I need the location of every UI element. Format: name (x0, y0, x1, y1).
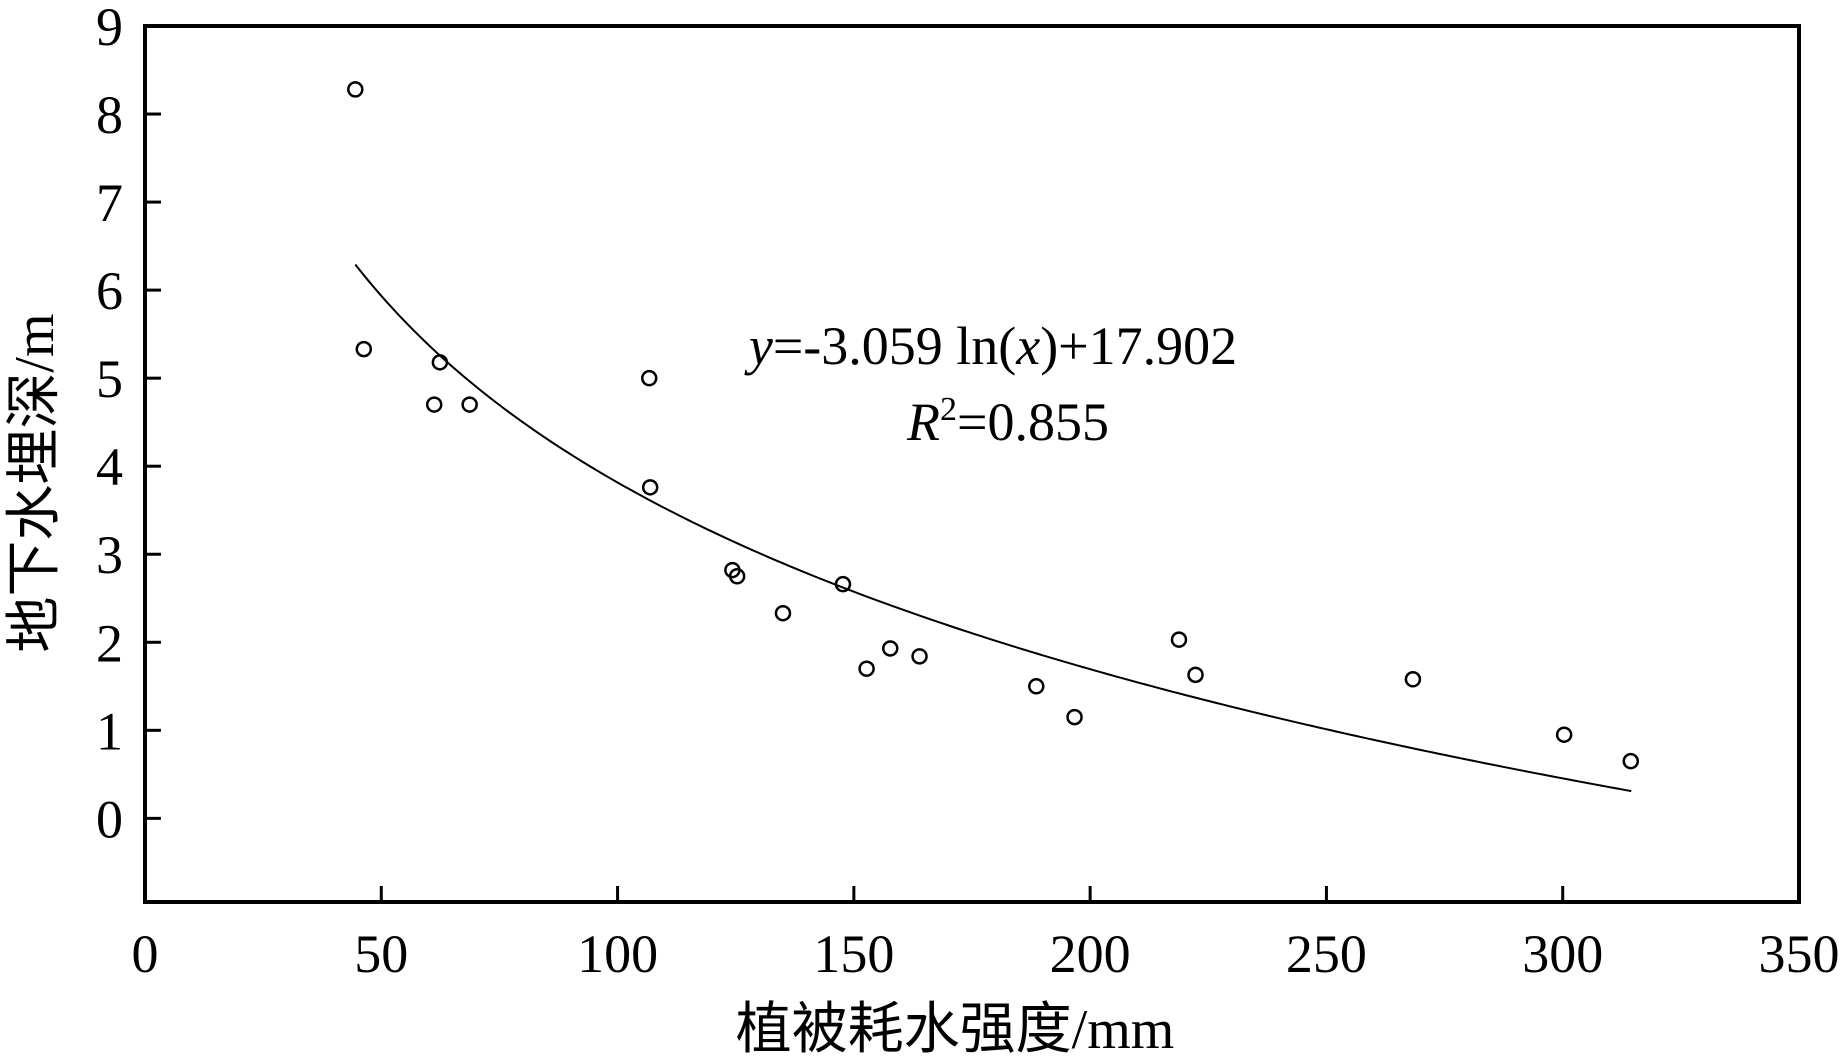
y-tick-label: 4 (96, 437, 123, 497)
x-tick-label: 350 (1759, 924, 1840, 984)
data-point (911, 648, 928, 665)
fit-curve (354, 263, 1632, 793)
data-point (881, 640, 899, 657)
data-point (640, 369, 658, 387)
x-tick-label: 100 (577, 924, 658, 984)
y-axis-title: 地下水埋深/m (4, 313, 66, 652)
x-tick-label: 0 (132, 924, 159, 984)
r-squared: R2=0.855 (906, 391, 1109, 452)
y-tick-label: 8 (96, 85, 123, 145)
data-point (834, 575, 852, 593)
x-tick-label: 250 (1286, 924, 1367, 984)
y-tick-label: 6 (96, 261, 123, 321)
data-point (355, 340, 373, 358)
data-point (1622, 752, 1640, 770)
data-point (774, 604, 792, 622)
data-point (425, 396, 443, 413)
data-points (347, 81, 1640, 770)
data-point (461, 396, 478, 413)
y-tick-label: 0 (96, 789, 123, 849)
data-point (347, 81, 364, 98)
data-point (431, 354, 449, 371)
data-point (1170, 631, 1188, 648)
data-point (641, 479, 659, 496)
plot-frame (143, 24, 1801, 904)
x-tick-label: 200 (1050, 924, 1131, 984)
x-axis-ticks: 0 50 100 150 200 250 300 350 (132, 886, 1840, 984)
data-point (1187, 666, 1204, 684)
data-point (1555, 726, 1573, 743)
data-point (1028, 678, 1045, 695)
y-tick-label: 2 (96, 613, 123, 673)
data-point (1066, 708, 1083, 726)
x-tick-label: 50 (354, 924, 408, 984)
y-axis-ticks: 0 1 2 3 4 5 6 7 8 9 (96, 0, 161, 849)
y-tick-label: 9 (96, 0, 123, 57)
x-axis-title: 植被耗水强度/mm (736, 999, 1175, 1059)
y-tick-label: 3 (96, 525, 123, 585)
y-tick-label: 7 (96, 173, 123, 233)
fit-equation: y=-3.059 ln(x)+17.902 (744, 316, 1237, 376)
y-tick-label: 1 (96, 701, 123, 761)
data-point (858, 660, 875, 677)
data-point (728, 568, 746, 585)
data-point (1404, 671, 1422, 688)
y-tick-label: 5 (96, 349, 123, 409)
x-tick-label: 300 (1522, 924, 1603, 984)
x-tick-label: 150 (813, 924, 894, 984)
